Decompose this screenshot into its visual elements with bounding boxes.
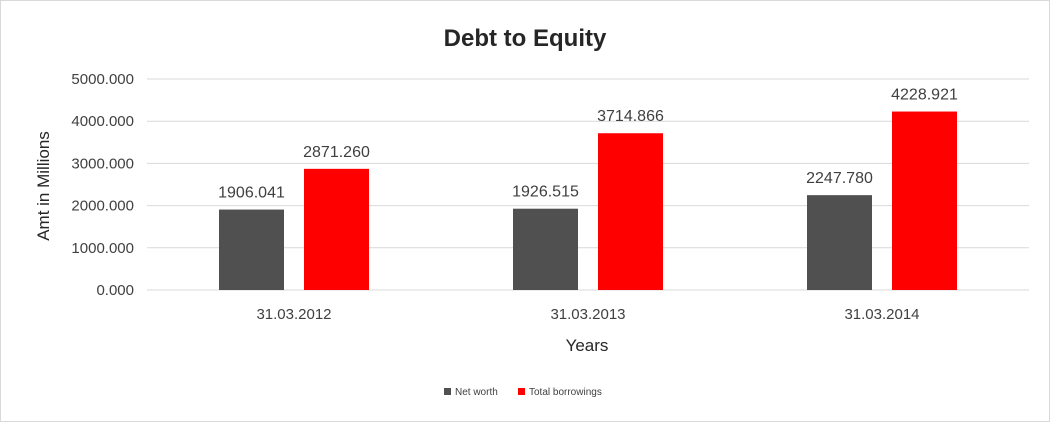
legend: Net worth Total borrowings [444, 387, 602, 398]
x-category-label: 31.03.2013 [550, 306, 625, 323]
legend-swatch [518, 388, 525, 395]
y-tick-label: 4000.000 [71, 113, 134, 130]
y-tick-label: 3000.000 [71, 155, 134, 172]
bar-total-borrowings [304, 168, 369, 290]
legend-swatch [444, 388, 451, 395]
data-label: 2247.780 [806, 170, 873, 187]
y-tick-label: 2000.000 [71, 198, 134, 215]
x-axis-title: Years [566, 336, 609, 355]
data-label: 3714.866 [597, 108, 664, 125]
y-tick-label: 1000.000 [71, 240, 134, 257]
bar-total-borrowings [892, 111, 957, 290]
bars [219, 111, 957, 290]
legend-label: Net worth [455, 387, 498, 398]
data-label: 1906.041 [218, 185, 285, 202]
y-tick-label: 0.000 [96, 282, 134, 299]
legend-label: Total borrowings [529, 387, 602, 398]
data-labels: 1906.041 2871.260 1926.515 3714.866 2247.780… [218, 87, 958, 202]
x-category-label: 31.03.2012 [256, 306, 331, 323]
y-axis-title: Amt in Millions [34, 131, 53, 241]
data-label: 2871.260 [303, 144, 370, 161]
y-axis-ticks: 0.000 1000.000 2000.000 3000.000 4000.000 500… [71, 71, 134, 299]
x-axis-categories: 31.03.2012 31.03.2013 31.03.2014 [256, 306, 919, 323]
x-category-label: 31.03.2014 [844, 306, 919, 323]
gridlines [147, 78, 1029, 291]
bar-net-worth [807, 195, 872, 290]
bar-net-worth [219, 209, 284, 290]
chart-title: Debt to Equity [444, 25, 607, 52]
data-label: 4228.921 [891, 87, 958, 104]
bar-total-borrowings [598, 133, 663, 290]
bar-net-worth [513, 208, 578, 290]
data-label: 1926.515 [512, 184, 579, 201]
y-tick-label: 5000.000 [71, 71, 134, 88]
